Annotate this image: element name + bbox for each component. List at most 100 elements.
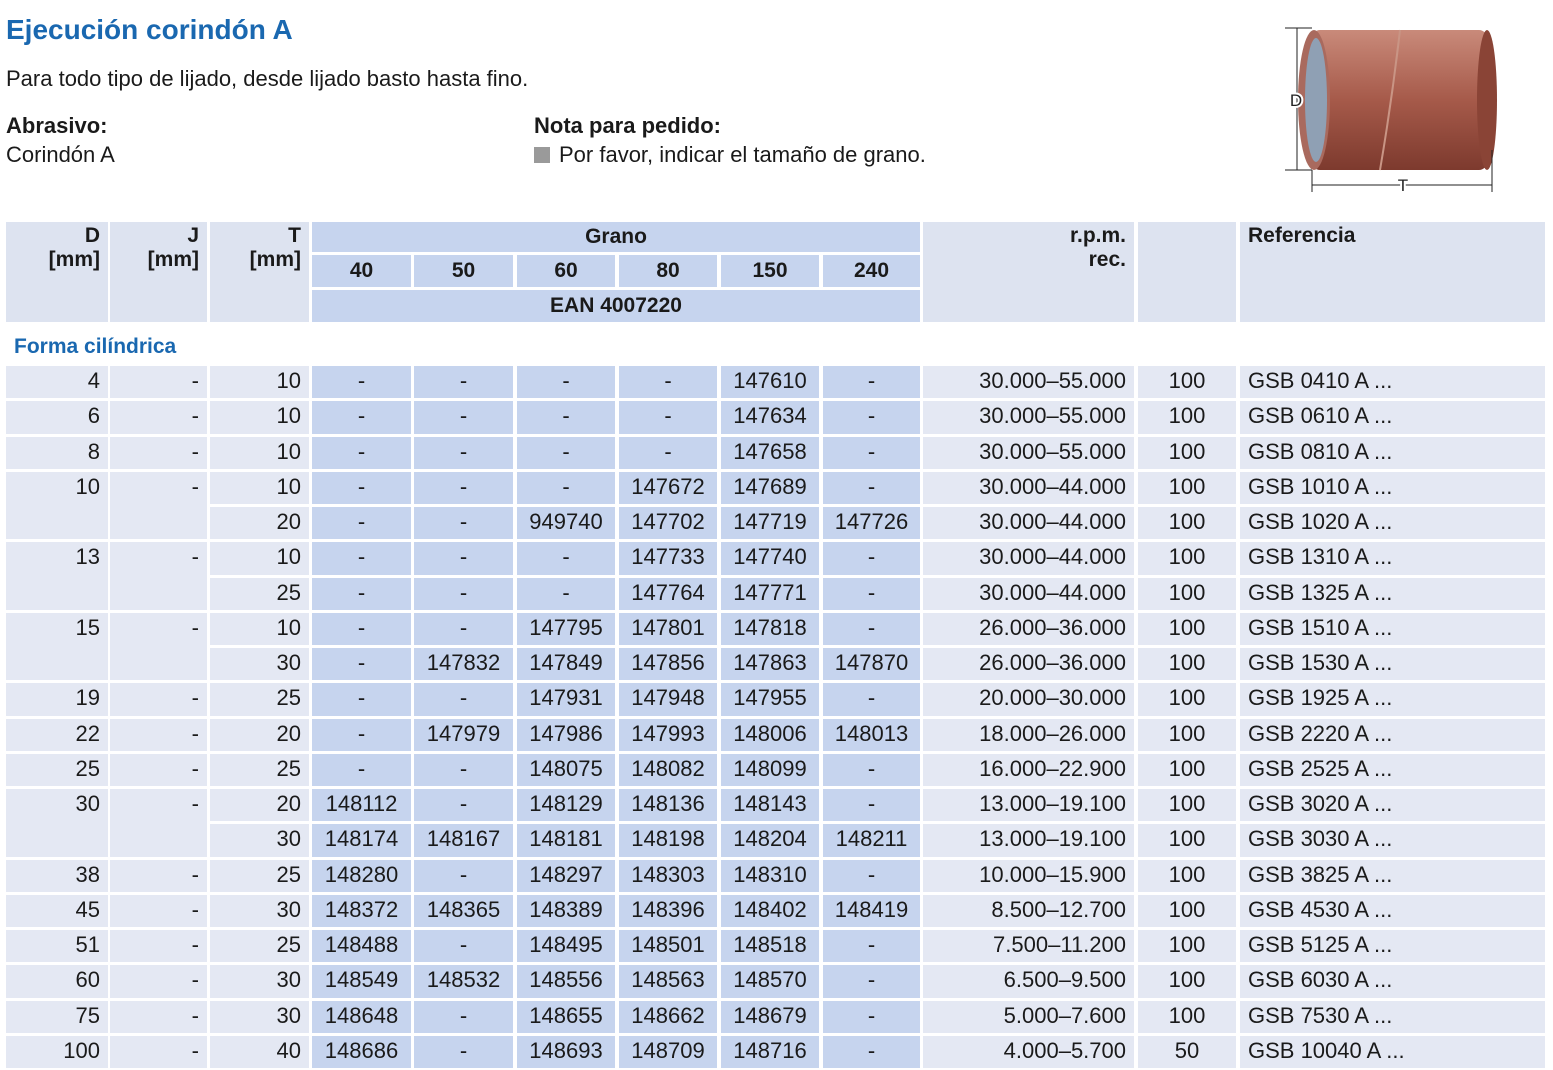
cell-text: -	[459, 544, 468, 570]
table-cell: 100	[1138, 859, 1236, 892]
cell-text: 147689	[733, 473, 807, 499]
cell-text: 30	[276, 896, 301, 922]
cell-text: 10	[276, 438, 301, 464]
table-cell: -	[517, 542, 615, 575]
cell-text: 148143	[733, 791, 807, 816]
cell-text: 148372	[324, 896, 399, 922]
cell-text: 25	[276, 755, 301, 781]
cell-text: -	[191, 755, 199, 781]
cell-text: 16.000–22.900	[979, 755, 1126, 781]
cell-text: -	[867, 932, 876, 957]
table-cell: 100	[1138, 401, 1236, 434]
cell-text: -	[867, 614, 876, 640]
cell-text: 147672	[631, 473, 705, 499]
cell-text: 147818	[733, 614, 807, 640]
cell-text: 147634	[733, 403, 807, 429]
table-cell: 148679	[721, 1000, 819, 1033]
cell-text: 30.000–44.000	[979, 544, 1126, 570]
cell-text: 147733	[631, 544, 705, 570]
cell-text: 15	[75, 614, 100, 640]
table-cell: 100	[1138, 366, 1236, 399]
title: Ejecución corindón A	[6, 14, 293, 45]
table-cell: -	[110, 859, 207, 892]
table-cell: GSB 1310 A ...	[1240, 542, 1545, 575]
cell-text: -	[867, 579, 876, 605]
table-cell: 147856	[619, 648, 717, 681]
table-cell: -	[823, 1035, 920, 1068]
cell-text: GSB 4530 A ...	[1248, 896, 1393, 922]
table-cell: -	[414, 1035, 513, 1068]
table-cell: 147733	[619, 542, 717, 575]
order-note-text: Por favor, indicar el tamaño de grano.	[559, 142, 926, 167]
cell-text: -	[867, 967, 876, 993]
cell-text: 100	[1168, 932, 1206, 957]
table-cell: 148112	[312, 789, 411, 822]
table-cell: 100	[6, 1035, 108, 1068]
cell-text: 30.000–44.000	[979, 509, 1126, 534]
cell-text: -	[191, 438, 199, 464]
table-cell: GSB 4530 A ...	[1240, 894, 1545, 927]
table-cell: -	[110, 542, 207, 610]
cell-text: 10	[276, 544, 301, 570]
cell-text: -	[191, 720, 199, 746]
cell-text: 51	[75, 932, 100, 957]
cell-text: T	[288, 224, 301, 247]
table-cell: 148303	[619, 859, 717, 892]
cell-text: -	[459, 791, 468, 816]
cell-text: -	[867, 755, 876, 781]
cell-text: 147740	[733, 544, 807, 570]
cell-text: 25	[75, 755, 100, 781]
table-cell: 147658	[721, 436, 819, 469]
table-cell: 16.000–22.900	[923, 753, 1134, 786]
cell-text: 148716	[733, 1037, 807, 1063]
cell-text: GSB 1020 A ...	[1248, 509, 1393, 534]
table-cell: 20	[210, 507, 309, 540]
table-cell: 20	[210, 789, 309, 822]
cell-text: -	[191, 1002, 199, 1028]
cell-text: 147986	[529, 720, 603, 746]
table-cell: 100	[1138, 789, 1236, 822]
cell-text: 18.000–26.000	[979, 720, 1126, 746]
cell-text: 100	[1168, 720, 1206, 746]
table-cell: -	[414, 683, 513, 716]
table-cell: GSB 3020 A ...	[1240, 789, 1545, 822]
cell-text: 148495	[529, 932, 603, 957]
cell-text: -	[664, 438, 672, 464]
cylinder-end	[1477, 30, 1497, 170]
cell-text: 148419	[834, 896, 909, 922]
cell-text: 147795	[529, 614, 603, 640]
cell-text: GSB 6030 A ...	[1248, 967, 1393, 993]
cell-text: -	[459, 861, 468, 887]
cell-text: rec.	[1088, 248, 1126, 271]
cell-text: -	[191, 1037, 199, 1063]
cell-text: 40	[349, 259, 374, 282]
table-cell: -	[414, 401, 513, 434]
cell-text: 100	[1168, 614, 1206, 640]
cell-text: 147856	[631, 650, 705, 675]
cell-text: 148396	[631, 896, 705, 922]
cylinder-core	[1305, 38, 1327, 162]
table-cell: 100	[1138, 507, 1236, 540]
cell-text: GSB 0610 A ...	[1248, 403, 1393, 429]
table-cell: -	[823, 1000, 920, 1033]
cell-text: -	[459, 614, 468, 640]
table-cell: 30.000–55.000	[923, 401, 1134, 434]
section-title: Forma cilíndrica	[6, 330, 406, 364]
table-cell: -	[823, 930, 920, 963]
cell-text: 100	[1168, 896, 1206, 922]
table-cell: 6	[6, 401, 108, 434]
table-cell: -	[823, 683, 920, 716]
table-cell: -	[312, 366, 411, 399]
cell-text: -	[459, 368, 468, 393]
table-cell: 147979	[414, 718, 513, 751]
cell-text: 147702	[631, 509, 705, 534]
table-cell: 148204	[721, 824, 819, 857]
cell-text: 148655	[529, 1002, 603, 1028]
table-cell: 18.000–26.000	[923, 718, 1134, 751]
table-cell: 10	[210, 612, 309, 645]
cell-text: -	[459, 932, 468, 957]
table-cell: 147931	[517, 683, 615, 716]
table-cell: -	[517, 471, 615, 504]
cell-text: 147801	[631, 614, 705, 640]
header-grain-size: 40	[312, 255, 411, 287]
